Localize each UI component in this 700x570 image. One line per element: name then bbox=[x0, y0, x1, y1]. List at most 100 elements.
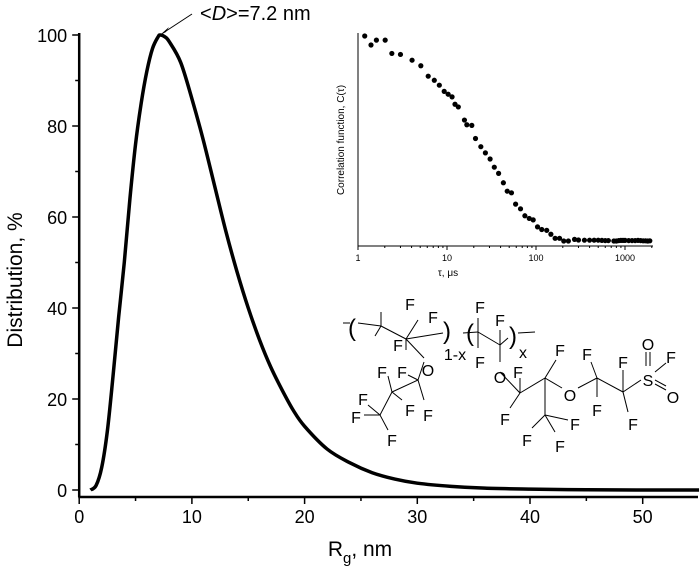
inset-data-point bbox=[513, 201, 519, 207]
inset-data-point bbox=[517, 206, 524, 212]
inset-data-point bbox=[508, 190, 515, 196]
atom-label: O bbox=[422, 363, 434, 380]
inset-x-tick-label: 100 bbox=[528, 253, 543, 263]
atom-label: F bbox=[358, 392, 368, 409]
bond-line bbox=[367, 404, 381, 416]
inset-data-point bbox=[544, 227, 550, 233]
atom-label: x bbox=[519, 345, 527, 362]
atom-label: O bbox=[494, 370, 506, 387]
inset-data-point bbox=[534, 224, 541, 230]
distribution-curve bbox=[89, 33, 700, 492]
inset-data-point bbox=[586, 237, 593, 243]
bond-line bbox=[499, 371, 521, 394]
inset-x-tick-label: 10 bbox=[442, 253, 452, 263]
inset-data-point bbox=[552, 235, 558, 241]
inset-data-point bbox=[472, 135, 479, 142]
bond-line bbox=[654, 383, 667, 391]
inset-data-point bbox=[556, 235, 563, 241]
bond-line bbox=[577, 377, 598, 389]
inset-data-point bbox=[526, 215, 532, 222]
x-tick-label: 40 bbox=[520, 507, 540, 527]
y-tick-label: 100 bbox=[37, 26, 67, 46]
inset-data-point bbox=[591, 237, 597, 243]
bond-line bbox=[391, 391, 403, 401]
inset-data-point bbox=[548, 231, 554, 237]
bond-line bbox=[531, 414, 546, 429]
y-tick-label: 0 bbox=[57, 481, 67, 501]
bond-line bbox=[407, 374, 419, 381]
bond-line bbox=[417, 361, 425, 381]
inset-data-point bbox=[461, 117, 468, 123]
inset-data-point bbox=[431, 77, 437, 83]
atom-label: F bbox=[592, 403, 602, 420]
atom-label: F bbox=[555, 439, 565, 456]
x-tick-label: 30 bbox=[407, 507, 427, 527]
inset-chart: 1 10 100 1000 bbox=[355, 33, 653, 263]
bond-line bbox=[379, 391, 393, 416]
bond-line bbox=[387, 375, 393, 393]
inset-data-point bbox=[397, 51, 404, 58]
bond-line bbox=[499, 337, 509, 346]
bond-line bbox=[477, 331, 501, 346]
atom-label: F bbox=[628, 417, 638, 434]
atom-label: 1-x bbox=[444, 347, 466, 364]
bond-line bbox=[654, 379, 667, 387]
inset-data-point bbox=[595, 237, 601, 243]
bond-line bbox=[517, 331, 536, 334]
bond-line bbox=[405, 319, 419, 340]
atom-label: F bbox=[618, 355, 628, 372]
x-axis-label-unit: , nm bbox=[351, 538, 392, 561]
inset-y-axis-label: Correlation function, C(τ) bbox=[336, 85, 347, 195]
atom-label: F bbox=[423, 408, 433, 425]
atom-label: F bbox=[475, 355, 485, 372]
bond-line bbox=[417, 379, 425, 401]
atom-label: F bbox=[405, 403, 415, 420]
atom-label: O bbox=[564, 388, 576, 405]
inset-x-tick-label: 1 bbox=[355, 253, 360, 263]
inset-data-point bbox=[496, 170, 502, 176]
inset-data-point bbox=[362, 33, 368, 39]
inset-data-point bbox=[409, 57, 415, 63]
inset-data-point bbox=[418, 63, 424, 69]
atom-label: F bbox=[393, 338, 403, 355]
inset-data-point bbox=[561, 238, 567, 244]
structure-bracket: ( bbox=[466, 320, 474, 347]
atom-label: F bbox=[397, 365, 407, 382]
bond-line bbox=[357, 322, 382, 327]
annotation-arrow bbox=[160, 13, 193, 35]
bond-line bbox=[462, 331, 479, 334]
bond-line bbox=[405, 332, 444, 340]
x-tick-label: 20 bbox=[295, 507, 315, 527]
inset-data-point bbox=[565, 238, 571, 244]
atom-label: F bbox=[500, 412, 510, 429]
atom-label: F bbox=[405, 297, 415, 314]
atom-label: F bbox=[582, 347, 592, 364]
bond-line bbox=[622, 391, 629, 413]
bond-line bbox=[544, 414, 556, 433]
bond-line bbox=[509, 392, 521, 409]
inset-data-point bbox=[382, 37, 388, 43]
atom-label: F bbox=[495, 313, 505, 330]
inset-data-point bbox=[522, 213, 528, 219]
x-tick-label: 0 bbox=[74, 507, 84, 527]
atom-label: O bbox=[667, 390, 679, 407]
inset-data-point bbox=[441, 88, 447, 94]
inset-data-point bbox=[530, 217, 536, 223]
x-axis-label-subscript: g bbox=[343, 550, 351, 567]
inset-data-point bbox=[425, 73, 431, 79]
atom-label: F bbox=[377, 365, 387, 382]
inset-data-point bbox=[647, 238, 653, 244]
inset-data-point bbox=[622, 237, 628, 243]
y-tick-label: 80 bbox=[47, 117, 67, 137]
bond-line bbox=[380, 325, 407, 340]
inset-data-point bbox=[491, 164, 497, 170]
inset-data-point bbox=[575, 237, 582, 243]
bond-line bbox=[544, 359, 557, 379]
structure-bracket: ) bbox=[509, 323, 517, 350]
bond-line bbox=[544, 414, 569, 421]
atom-label: F bbox=[522, 433, 532, 450]
x-axis-label: Rg, nm bbox=[328, 538, 392, 567]
bond-line bbox=[379, 414, 389, 431]
